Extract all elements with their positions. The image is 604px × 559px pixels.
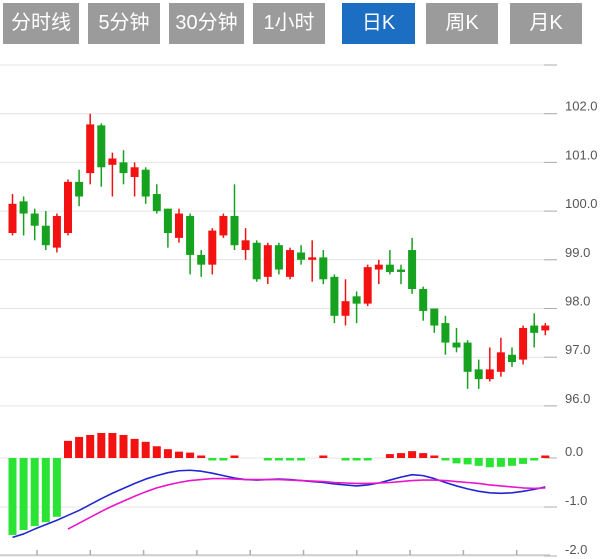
svg-text:101.0: 101.0	[565, 147, 598, 162]
macd-gridlines	[0, 457, 557, 557]
macd-histogram	[8, 433, 550, 535]
tab-weekly-k[interactable]: 周K	[426, 3, 498, 44]
svg-text:-2.0: -2.0	[565, 542, 587, 557]
timeframe-tabbar: 分时线 5分钟 30分钟 1小时 日K 周K 月K	[0, 0, 604, 50]
price-axis-labels: 102.0 101.0 100.0 99.0 98.0 97.0 96.0	[565, 99, 598, 406]
macd-axis-labels: 0.0 -1.0 -2.0	[565, 444, 587, 557]
candles	[8, 113, 550, 389]
tab-timeline[interactable]: 分时线	[3, 3, 79, 44]
svg-text:102.0: 102.0	[565, 99, 598, 114]
svg-text:97.0: 97.0	[565, 342, 590, 357]
tab-monthly-k[interactable]: 月K	[510, 3, 582, 44]
svg-text:-1.0: -1.0	[565, 493, 587, 508]
price-gridlines	[0, 64, 557, 407]
tab-30min[interactable]: 30分钟	[169, 3, 244, 44]
svg-text:98.0: 98.0	[565, 294, 590, 309]
dea-line	[67, 477, 546, 530]
tab-1hour[interactable]: 1小时	[253, 3, 325, 44]
svg-text:96.0: 96.0	[565, 391, 590, 406]
tab-5min[interactable]: 5分钟	[88, 3, 160, 44]
tab-daily-k[interactable]: 日K	[342, 3, 415, 44]
x-axis	[0, 550, 550, 556]
svg-text:99.0: 99.0	[565, 245, 590, 260]
svg-text:0.0: 0.0	[565, 444, 583, 459]
svg-text:100.0: 100.0	[565, 196, 598, 211]
